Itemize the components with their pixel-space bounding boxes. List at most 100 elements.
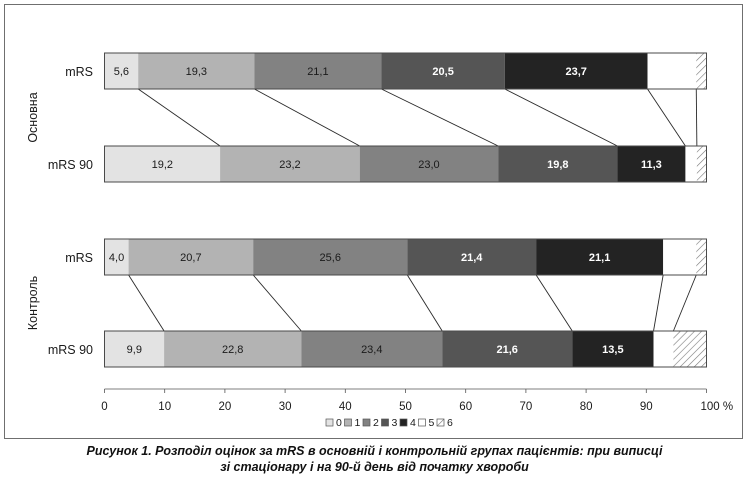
caption-line-2: зі стаціонару і на 90-й день від початку… bbox=[220, 460, 529, 474]
data-label: 4,0 bbox=[109, 252, 124, 264]
data-label: 19,8 bbox=[547, 159, 568, 171]
bar-segment-5 bbox=[653, 331, 674, 367]
legend-label: 4 bbox=[410, 417, 416, 429]
x-tick-label: 0 bbox=[101, 401, 107, 413]
bar-category-label: mRS 90 bbox=[48, 343, 93, 357]
connector-line bbox=[695, 88, 698, 147]
data-label: 23,2 bbox=[279, 159, 300, 171]
bar-segment-1 bbox=[138, 53, 255, 89]
connector-line bbox=[128, 274, 165, 332]
data-label: 21,1 bbox=[589, 252, 610, 264]
bar-outline bbox=[104, 145, 707, 183]
connector-line bbox=[381, 88, 499, 147]
bar-segment-4 bbox=[617, 146, 686, 182]
connector-line bbox=[406, 274, 443, 332]
x-tick-label: 10 bbox=[158, 401, 171, 413]
bar-category-label: mRS bbox=[65, 251, 93, 265]
bar-segment-1 bbox=[220, 146, 360, 182]
bar-segment-0 bbox=[104, 53, 139, 89]
x-tick-label: 80 bbox=[580, 401, 593, 413]
bar-segment-1 bbox=[128, 239, 254, 275]
legend-label: 0 bbox=[336, 417, 342, 429]
bar-segment-3 bbox=[442, 331, 573, 367]
bar-segment-5 bbox=[663, 239, 697, 275]
bar-segment-4 bbox=[504, 53, 648, 89]
legend-label: 1 bbox=[355, 417, 361, 429]
group-label: Основна bbox=[26, 92, 40, 142]
legend-label: 3 bbox=[392, 417, 398, 429]
data-label: 9,9 bbox=[127, 344, 142, 356]
connector-line bbox=[504, 88, 618, 147]
bar-segment-5 bbox=[647, 53, 697, 89]
bar-segment-2 bbox=[301, 331, 443, 367]
data-label: 20,7 bbox=[180, 252, 201, 264]
bar-segment-2 bbox=[359, 146, 499, 182]
bar-segment-4 bbox=[536, 239, 664, 275]
data-label: 20,5 bbox=[432, 66, 453, 78]
x-tick-label: 70 bbox=[520, 401, 533, 413]
legend-swatch bbox=[399, 418, 408, 427]
x-tick-label: 90 bbox=[640, 401, 653, 413]
data-label: 19,2 bbox=[152, 159, 173, 171]
data-label: 21,6 bbox=[497, 344, 518, 356]
data-label: 21,1 bbox=[307, 66, 328, 78]
bar-category-label: mRS bbox=[65, 65, 93, 79]
chart-frame bbox=[4, 4, 743, 439]
x-tick-label: 20 bbox=[219, 401, 232, 413]
bar-segment-4 bbox=[572, 331, 654, 367]
legend-label: 5 bbox=[429, 417, 435, 429]
bar-segment-1 bbox=[164, 331, 302, 367]
connector-line bbox=[535, 274, 573, 332]
data-label: 13,5 bbox=[602, 344, 623, 356]
data-label: 25,6 bbox=[320, 252, 341, 264]
connector-line bbox=[647, 88, 686, 147]
connector-line bbox=[672, 274, 697, 332]
connector-line bbox=[254, 88, 360, 147]
legend-swatch bbox=[344, 418, 352, 427]
x-tick-label: 30 bbox=[279, 401, 292, 413]
data-label: 23,7 bbox=[565, 66, 586, 78]
x-tick-label: 40 bbox=[339, 401, 352, 413]
bar-segment-2 bbox=[253, 239, 408, 275]
data-label: 22,8 bbox=[222, 344, 243, 356]
group-label: Контроль bbox=[26, 276, 40, 330]
bar-segment-0 bbox=[104, 239, 129, 275]
bar-segment-6 bbox=[696, 146, 707, 182]
bar-outline bbox=[104, 238, 707, 276]
data-label: 23,0 bbox=[418, 159, 439, 171]
bar-segment-6 bbox=[696, 239, 707, 275]
connector-line bbox=[653, 274, 664, 332]
legend-swatch bbox=[436, 418, 445, 427]
bar-outline bbox=[104, 52, 707, 90]
legend-label: 6 bbox=[447, 417, 453, 429]
bar-segment-3 bbox=[407, 239, 537, 275]
figure-caption: Рисунок 1. Розподіл оцінок за mRS в осно… bbox=[0, 443, 749, 475]
connector-line bbox=[252, 274, 302, 332]
legend-swatch bbox=[325, 418, 334, 427]
x-tick-label: 60 bbox=[459, 401, 472, 413]
bar-segment-2 bbox=[254, 53, 382, 89]
bar-category-label: mRS 90 bbox=[48, 158, 93, 172]
data-label: 11,3 bbox=[641, 159, 662, 171]
bar-segment-0 bbox=[104, 331, 165, 367]
x-tick-label: 100 % bbox=[701, 401, 734, 413]
connector-line bbox=[137, 88, 221, 147]
bar-segment-3 bbox=[381, 53, 505, 89]
bar-segment-3 bbox=[498, 146, 618, 182]
legend-swatch bbox=[381, 418, 389, 427]
x-tick-label: 50 bbox=[399, 401, 412, 413]
data-label: 23,4 bbox=[361, 344, 382, 356]
bar-segment-6 bbox=[673, 331, 707, 367]
bar-outline bbox=[104, 330, 707, 368]
data-label: 5,6 bbox=[114, 66, 129, 78]
legend-label: 2 bbox=[373, 417, 379, 429]
data-label: 19,3 bbox=[186, 66, 207, 78]
bar-segment-0 bbox=[104, 146, 221, 182]
bar-segment-5 bbox=[685, 146, 697, 182]
legend-swatch bbox=[418, 418, 426, 427]
legend-swatch bbox=[362, 418, 371, 427]
data-label: 21,4 bbox=[461, 252, 483, 264]
bar-segment-6 bbox=[696, 53, 707, 89]
